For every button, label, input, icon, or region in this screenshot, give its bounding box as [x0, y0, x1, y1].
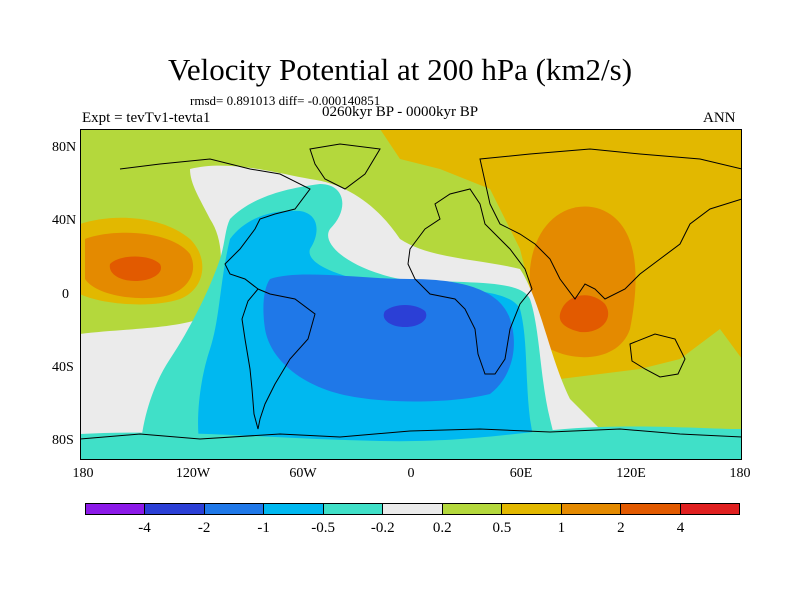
colorbar [85, 503, 740, 515]
contour-negative-1 [263, 274, 514, 402]
colorbar-swatch [86, 504, 146, 514]
map-frame [80, 129, 742, 460]
colorbar-swatch [204, 504, 265, 514]
colorbar-swatch [145, 504, 205, 514]
lat-tick: 80S [52, 433, 74, 448]
colorbar-swatch [680, 504, 739, 514]
lon-tick: 180 [72, 466, 94, 481]
contour-positive-1-asia [529, 206, 636, 358]
velocity-potential-map [80, 129, 742, 460]
colorbar-label: 4 [676, 520, 685, 536]
coast-greenland [309, 143, 381, 190]
coast-antarctica [80, 428, 742, 440]
colorbar-label: -4 [138, 520, 151, 536]
colorbar-label: -0.5 [311, 520, 336, 536]
colorbar-label: -1 [257, 520, 270, 536]
lon-tick: 0 [407, 466, 415, 481]
coast-australia [629, 333, 686, 378]
contour-positive-2 [559, 295, 609, 333]
coast-north-america [119, 158, 311, 290]
lon-tick: 60W [289, 466, 317, 481]
lon-tick: 120W [175, 466, 211, 481]
lat-tick: 40N [52, 213, 77, 228]
colorbar-label: 2 [617, 520, 625, 536]
contour-negative-2 [383, 305, 427, 327]
coastlines [80, 143, 742, 440]
colorbar-swatch [323, 504, 384, 514]
colorbar-swatch [621, 504, 681, 514]
colorbar-label: 0.2 [432, 520, 452, 536]
experiment-label: Expt = tevTv1-tevta1 [82, 110, 211, 126]
stats-label: rmsd= 0.891013 diff= -0.000140851 [190, 93, 381, 108]
colorbar-swatch [383, 504, 443, 514]
lat-tick: 40S [52, 360, 74, 375]
coast-south-america [241, 288, 316, 430]
colorbar-label: 0.5 [492, 520, 512, 536]
colorbar-label: 1 [557, 520, 566, 536]
plot-title: Velocity Potential at 200 hPa (km2/s) [167, 52, 633, 87]
colorbar-swatch [264, 504, 324, 514]
contour-positive-east-pacific [650, 224, 742, 294]
colorbar-swatch [561, 504, 622, 514]
lon-tick: 180 [729, 466, 751, 481]
colorbar-label: -2 [197, 520, 211, 536]
coast-asia [479, 148, 742, 300]
lat-tick: 80N [52, 140, 77, 155]
lon-tick: 60E [509, 466, 533, 481]
colorbar-swatch [502, 504, 562, 514]
coast-europe-africa [407, 188, 533, 375]
contour-southern-band [80, 426, 742, 460]
lon-tick: 120E [616, 466, 646, 481]
colorbar-label: -0.2 [370, 520, 395, 536]
colorbar-swatch [442, 504, 503, 514]
lat-tick: 0 [62, 287, 69, 302]
contour-positive-pacific-3 [109, 256, 161, 281]
season-label: ANN [703, 110, 736, 126]
period-label: 0260kyr BP - 0000kyr BP [322, 104, 479, 120]
